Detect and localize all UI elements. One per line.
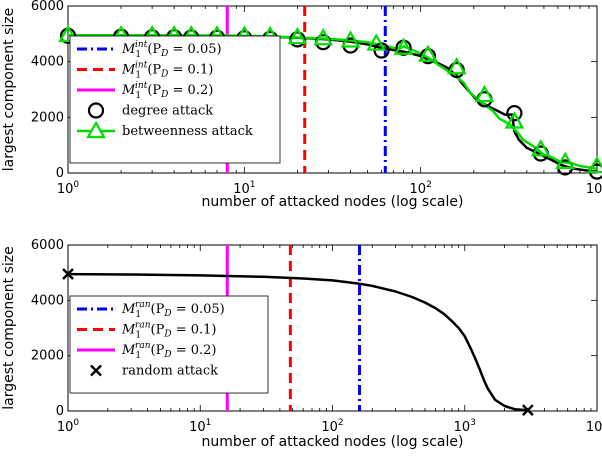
legend-label: betweenness attack — [122, 124, 253, 139]
legend: M1ran(PD = 0.05)M1ran(PD = 0.1)M1ran(PD … — [69, 295, 269, 394]
y-tick-label: 2000 — [31, 110, 64, 125]
y-tick-label: 6000 — [31, 0, 64, 14]
data-point — [474, 84, 495, 103]
x-tick-label: 104 — [586, 418, 602, 435]
y-tick-label: 6000 — [31, 238, 64, 253]
x-tick-label: 100 — [57, 180, 80, 197]
data-point-stroke — [62, 268, 74, 280]
data-point — [62, 268, 74, 280]
x-tick-label: 102 — [410, 180, 432, 197]
data-point — [58, 24, 78, 43]
series-line — [68, 272, 528, 411]
y-axis-label: largest component size — [1, 8, 17, 172]
y-axis-label: largest component size — [1, 246, 17, 410]
data-point — [521, 404, 534, 417]
data-point — [393, 37, 414, 55]
x-tick-label: 103 — [586, 180, 602, 197]
legend-label: random attack — [122, 364, 218, 379]
x-tick-label: 101 — [189, 418, 211, 435]
data-point — [587, 155, 602, 174]
legend-box — [69, 295, 269, 394]
x-tick-label: 102 — [321, 418, 343, 435]
legend-label: M1ran(PD = 0.05) — [121, 300, 225, 320]
data-point — [446, 57, 467, 75]
legend-label: M1ran(PD = 0.2) — [121, 341, 216, 361]
legend-label: M1int(PD = 0.1) — [121, 61, 213, 81]
legend-marker — [86, 120, 106, 139]
legend-box — [69, 35, 281, 164]
x-tick-label: 100 — [57, 418, 80, 435]
legend-marker — [87, 102, 105, 119]
y-tick-label: 2000 — [31, 349, 64, 364]
legend-label: degree attack — [122, 104, 213, 119]
y-tick-label: 0 — [56, 166, 64, 181]
y-tick-label: 4000 — [31, 293, 64, 308]
data-point — [555, 151, 576, 169]
data-point-stroke — [521, 404, 534, 417]
data-point — [504, 111, 525, 129]
y-tick-label: 4000 — [31, 55, 64, 70]
data-point — [287, 26, 308, 45]
x-tick-label: 103 — [454, 418, 476, 435]
top-chart: 100 101 102 103 0 2000 4000 6000 number of attac… — [1, 0, 602, 210]
data-point — [313, 28, 334, 46]
legend-label: M1int(PD = 0.05) — [121, 40, 222, 60]
legend: M1int(PD = 0.05)M1int(PD = 0.1)M1int(PD … — [69, 35, 281, 164]
data-point — [366, 33, 387, 51]
data-point — [340, 30, 361, 48]
x-axis-label: number of attacked nodes (log scale) — [202, 434, 464, 450]
y-tick-label: 0 — [56, 404, 64, 419]
legend-marker — [90, 364, 102, 377]
data-point — [418, 44, 438, 62]
legend-label: M1int(PD = 0.2) — [121, 81, 213, 101]
data-point — [530, 139, 551, 157]
x-axis-label: number of attacked nodes (log scale) — [202, 194, 464, 210]
data-point — [419, 47, 437, 65]
data-point — [506, 105, 523, 122]
x-tick-label: 101 — [233, 180, 255, 197]
legend-label: M1ran(PD = 0.1) — [121, 321, 216, 341]
bottom-chart: 100 101 102 103 104 0 2000 4000 6000 number of at… — [1, 238, 602, 450]
